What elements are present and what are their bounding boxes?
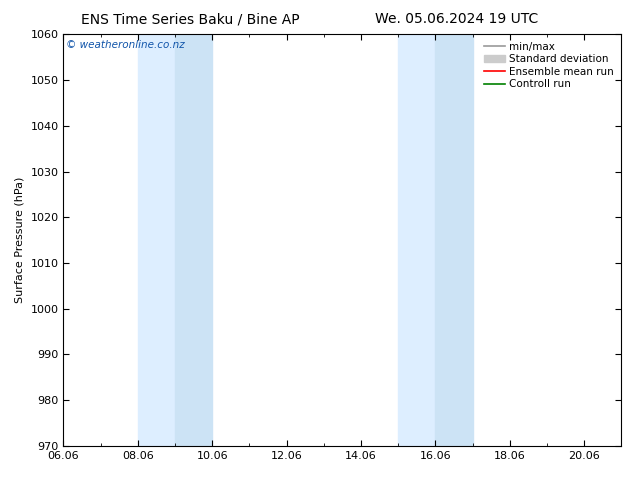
Legend: min/max, Standard deviation, Ensemble mean run, Controll run: min/max, Standard deviation, Ensemble me…	[482, 40, 616, 92]
Text: We. 05.06.2024 19 UTC: We. 05.06.2024 19 UTC	[375, 12, 538, 26]
Text: ENS Time Series Baku / Bine AP: ENS Time Series Baku / Bine AP	[81, 12, 299, 26]
Text: © weatheronline.co.nz: © weatheronline.co.nz	[66, 41, 185, 50]
Y-axis label: Surface Pressure (hPa): Surface Pressure (hPa)	[15, 177, 25, 303]
Bar	[398, 34, 436, 446]
Bar	[175, 34, 212, 446]
Bar	[138, 34, 175, 446]
Bar	[436, 34, 472, 446]
